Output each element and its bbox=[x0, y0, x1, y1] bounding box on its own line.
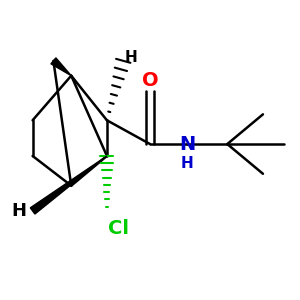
Text: Cl: Cl bbox=[108, 219, 129, 238]
Polygon shape bbox=[30, 156, 107, 214]
Text: O: O bbox=[142, 71, 158, 90]
Text: H: H bbox=[12, 202, 27, 220]
Text: N: N bbox=[179, 135, 195, 154]
Text: H: H bbox=[124, 50, 137, 65]
Text: H: H bbox=[181, 156, 194, 171]
Polygon shape bbox=[51, 58, 71, 76]
